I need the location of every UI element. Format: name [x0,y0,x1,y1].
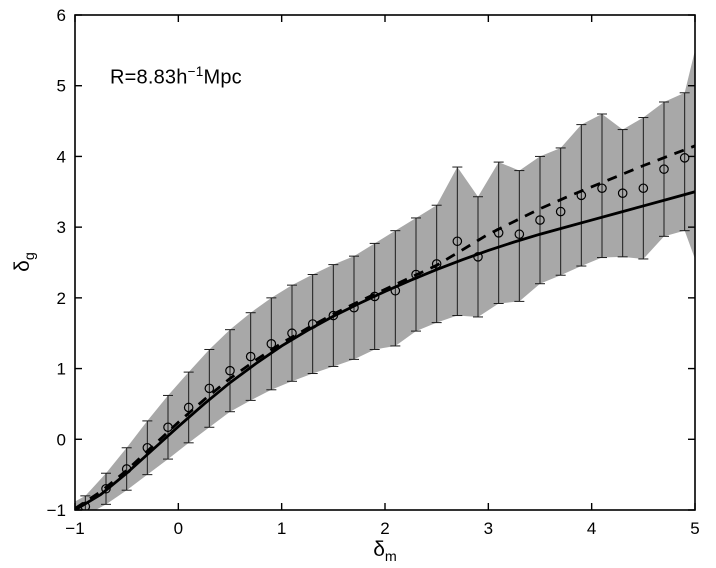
data-markers [80,153,690,510]
ticks [74,14,696,511]
annotation-prefix: R=8.83h [110,66,188,89]
data-point-marker [535,215,545,225]
y-tick-label: 0 [57,430,66,449]
data-point-marker [659,164,669,174]
x-tick-label: 5 [690,519,699,538]
tick-labels: −1 0 1 2 3 4 5 −1 0 1 2 3 4 5 6 [47,6,700,538]
x-tick-label: 0 [174,519,183,538]
error-bars [80,92,690,510]
data-point-marker [204,383,215,394]
data-point-marker [183,402,194,413]
x-tick-label: 1 [277,519,286,538]
data-point-marker [638,183,649,194]
data-point-marker [617,188,628,198]
y-tick-label: 5 [57,77,66,96]
annotation-suffix: Mpc [203,66,242,89]
data-point-marker [121,464,132,474]
data-point-marker [679,153,690,163]
data-point-marker [101,483,111,494]
data-point-marker [576,190,587,201]
x-tick-label: 2 [380,519,389,538]
data-point-marker [452,236,463,247]
data-point-marker [349,302,359,313]
annotation-exponent: −1 [187,64,204,79]
y-tick-label: −1 [47,501,66,520]
annotation-label: R=8.83h−1Mpc [110,64,242,90]
data-point-marker [287,328,297,339]
y-tick-label: 6 [57,6,66,25]
data-point-marker [266,339,277,349]
dashed-fit-line [75,144,695,510]
data-point-marker [473,252,483,262]
data-point-marker [328,310,339,321]
data-point-marker [411,269,421,280]
plot-area [75,50,695,510]
solid-fit-line [75,190,695,510]
data-point-marker [163,422,173,433]
x-tick-label: 4 [587,519,596,538]
y-tick-label: 1 [57,360,66,379]
data-point-marker [514,229,525,240]
y-tick-label: 2 [57,289,66,308]
y-tick-label: 3 [57,218,66,237]
y-tick-label: 4 [57,147,66,166]
data-point-marker [80,501,91,510]
data-point-marker [493,228,504,238]
data-point-marker [307,319,318,329]
data-point-marker [369,291,380,302]
x-axis-label: δm [373,538,397,566]
x-tick-label: 3 [484,519,493,538]
data-point-marker [225,365,235,376]
y-axis-label: δg [11,252,39,272]
data-point-marker [431,259,442,269]
data-point-marker [142,442,153,453]
data-point-marker [555,206,566,217]
data-point-marker [597,183,607,194]
data-point-marker [390,285,401,296]
x-tick-label: −1 [65,519,84,538]
data-point-marker [245,351,256,362]
